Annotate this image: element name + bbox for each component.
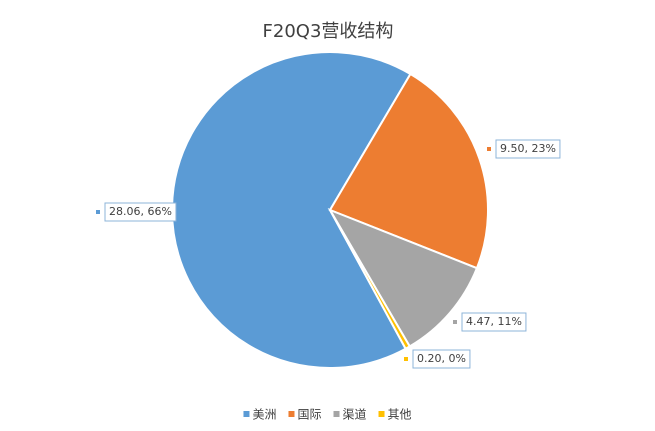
pie-slice [328, 72, 489, 270]
legend-swatch [378, 411, 385, 417]
data-label: 4.47, 11% [466, 315, 522, 328]
label-key [96, 210, 100, 214]
data-label: 28.06, 66% [109, 205, 172, 218]
pie-slice [329, 209, 412, 351]
label-key [404, 357, 408, 361]
data-label-box [412, 349, 471, 369]
label-key [453, 320, 457, 324]
data-label-box [495, 139, 561, 159]
legend-label: 国际 [297, 408, 321, 422]
chart-title: F20Q3营收结构 [263, 21, 394, 42]
data-label: 9.50, 23% [500, 142, 556, 155]
legend-swatch [288, 411, 295, 417]
legend-label: 美洲 [252, 408, 276, 422]
legend-swatch [243, 411, 250, 417]
legend-label: 渠道 [343, 408, 367, 422]
data-label-box [461, 312, 527, 332]
label-key [487, 147, 491, 151]
data-label: 0.20, 0% [417, 352, 466, 365]
legend: 美洲 国际 渠道 其他 [243, 408, 412, 422]
legend-swatch [333, 411, 340, 417]
legend-label: 其他 [388, 408, 412, 422]
data-label-box [104, 202, 177, 222]
pie-slice [327, 208, 479, 348]
